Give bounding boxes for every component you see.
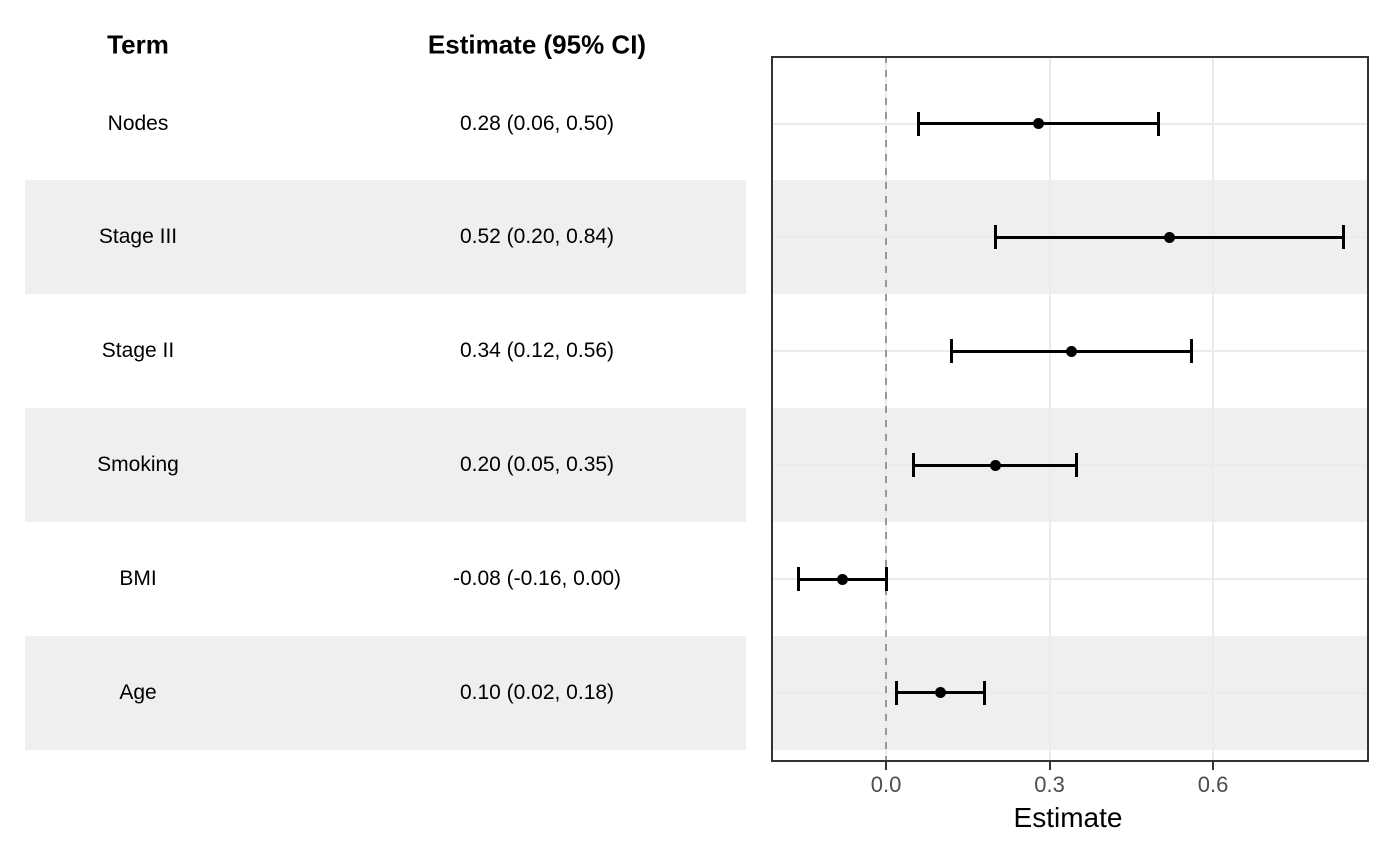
ci-lower-cap xyxy=(911,453,915,478)
table-row-stripe xyxy=(25,635,746,750)
term-label: Nodes xyxy=(107,111,169,135)
estimate-point xyxy=(1033,118,1045,130)
estimate-point xyxy=(836,573,848,585)
estimate-value: 0.52 (0.20, 0.84) xyxy=(459,225,615,249)
estimate-column-header: Estimate (95% CI) xyxy=(427,29,647,60)
ci-upper-cap xyxy=(1157,111,1161,136)
x-major-gridline xyxy=(1048,56,1051,762)
x-tick-label: 0.0 xyxy=(870,772,902,797)
ci-upper-cap xyxy=(1075,453,1079,478)
ci-lower-cap xyxy=(895,680,899,705)
x-tick-mark xyxy=(1048,762,1051,770)
term-column-header: Term xyxy=(107,29,169,60)
ci-lower-cap xyxy=(993,225,997,250)
x-tick-label: 0.6 xyxy=(1197,772,1229,797)
x-tick-mark xyxy=(885,762,888,770)
ci-lower-cap xyxy=(797,567,801,591)
table-row-stripe xyxy=(25,180,746,295)
ci-lower-cap xyxy=(917,111,921,136)
term-label: BMI xyxy=(119,567,157,590)
x-axis-title: Estimate xyxy=(1013,802,1123,833)
ci-upper-cap xyxy=(884,567,888,591)
ci-upper-cap xyxy=(1189,339,1193,364)
term-label: Stage III xyxy=(98,225,178,249)
ci-upper-cap xyxy=(982,680,986,705)
y-major-gridline xyxy=(771,578,1369,580)
x-major-gridline xyxy=(1212,56,1215,762)
estimate-point xyxy=(1163,231,1175,243)
estimate-value: 0.10 (0.02, 0.18) xyxy=(459,680,615,704)
estimate-value: 0.28 (0.06, 0.50) xyxy=(459,111,615,135)
ci-upper-cap xyxy=(1342,225,1346,250)
y-major-gridline xyxy=(771,691,1369,694)
estimate-value: 0.34 (0.12, 0.56) xyxy=(459,339,615,363)
x-tick-label: 0.3 xyxy=(1034,772,1065,797)
estimate-point xyxy=(1065,345,1077,357)
estimate-point xyxy=(989,459,1001,471)
estimate-value: -0.08 (-0.16, 0.00) xyxy=(452,567,622,590)
table-row-stripe xyxy=(25,408,746,523)
zero-reference-line xyxy=(885,56,888,762)
term-label: Smoking xyxy=(97,453,179,477)
x-tick-mark xyxy=(1212,762,1215,770)
term-label: Stage II xyxy=(101,339,175,363)
ci-lower-cap xyxy=(949,339,953,364)
term-label: Age xyxy=(119,680,157,704)
estimate-value: 0.20 (0.05, 0.35) xyxy=(459,453,615,477)
estimate-point xyxy=(935,687,947,699)
